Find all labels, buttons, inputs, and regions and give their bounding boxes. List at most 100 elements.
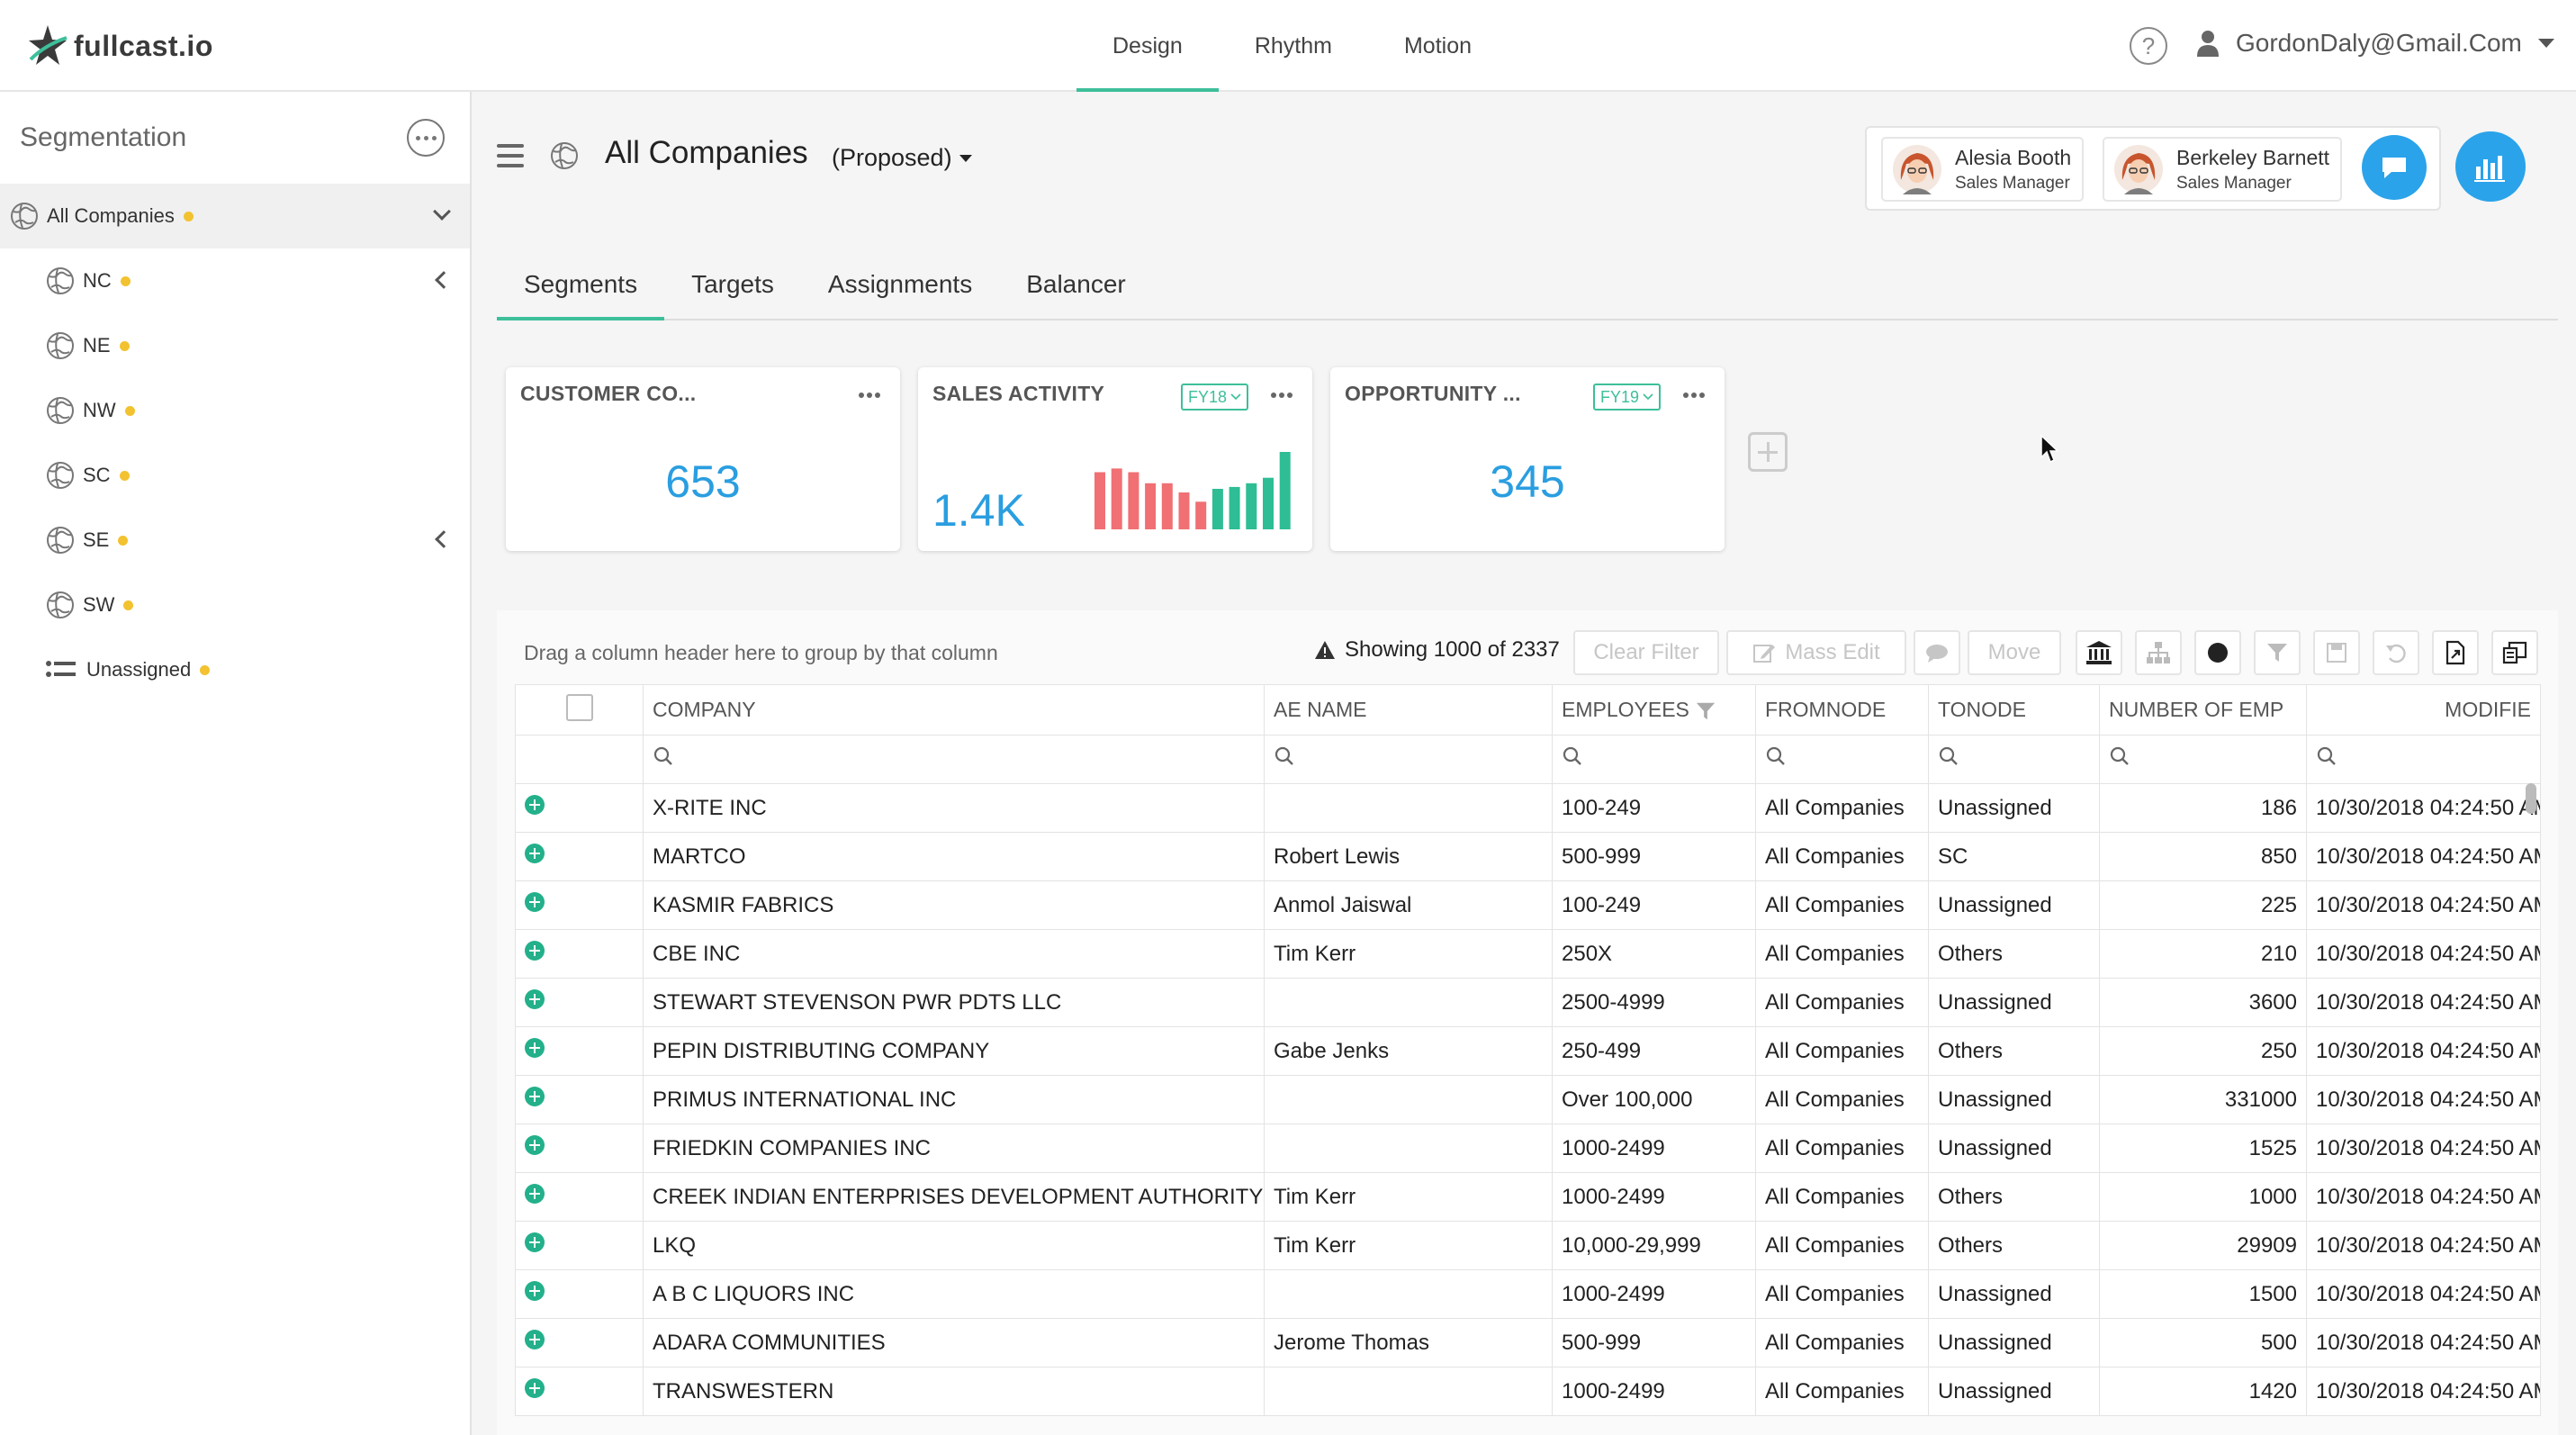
add-circle-icon[interactable] <box>525 1378 545 1398</box>
record-count-text: Showing 1000 of 2337 <box>1345 637 1560 662</box>
number-of-emp-filter[interactable] <box>2099 735 2307 784</box>
add-card-icon[interactable] <box>1748 432 1788 472</box>
chevron-down-icon[interactable] <box>433 203 451 221</box>
undo-button[interactable] <box>2373 630 2419 675</box>
save-button[interactable] <box>2313 630 2360 675</box>
filter-button[interactable] <box>2254 630 2301 675</box>
fiscal-year-dropdown[interactable]: FY18 <box>1181 384 1249 411</box>
sidebar-item-sc[interactable]: SC <box>0 443 470 508</box>
sidebar-item-nw[interactable]: NW <box>0 378 470 443</box>
add-circle-icon[interactable] <box>525 941 545 961</box>
add-circle-icon[interactable] <box>525 892 545 912</box>
table-row[interactable]: ADARA COMMUNITIES Jerome Thomas 500-999 All… <box>515 1318 2541 1367</box>
nav-design[interactable]: Design <box>1076 0 1219 92</box>
table-row[interactable]: A B C LIQUORS INC 1000-2499 All Companies U… <box>515 1269 2541 1319</box>
bank-button[interactable] <box>2076 630 2122 675</box>
comment-button[interactable] <box>1914 630 1960 675</box>
table-row[interactable]: STEWART STEVENSON PWR PDTS LLC 2500-4999 A… <box>515 978 2541 1027</box>
menu-icon[interactable] <box>497 144 524 167</box>
scenario-dropdown[interactable]: (Proposed) <box>832 144 972 172</box>
chevron-left-icon[interactable] <box>435 530 453 548</box>
column-header-number-of-emp[interactable]: NUMBER OF EMP <box>2099 684 2307 736</box>
table-row[interactable]: PEPIN DISTRIBUTING COMPANY Gabe Jenks 250-… <box>515 1026 2541 1076</box>
sidebar-item-nc[interactable]: NC <box>0 248 470 313</box>
column-header-company[interactable]: COMPANY <box>643 684 1265 736</box>
analytics-button[interactable] <box>2455 131 2526 202</box>
sidebar-item-unassigned[interactable]: Unassigned <box>0 637 470 702</box>
fiscal-year-dropdown[interactable]: FY19 <box>1593 384 1662 411</box>
add-circle-icon[interactable] <box>525 989 545 1009</box>
number-of-emp-cell: 1525 <box>2099 1124 2307 1173</box>
filter-icon[interactable] <box>1695 700 1716 722</box>
chevron-left-icon[interactable] <box>435 271 453 289</box>
select-all-cell[interactable] <box>515 684 644 736</box>
table-row[interactable]: X-RITE INC 100-249 All Companies Unassigned… <box>515 783 2541 833</box>
add-circle-icon[interactable] <box>525 1281 545 1301</box>
add-circle-icon[interactable] <box>525 1232 545 1252</box>
clear-filter-button[interactable]: Clear Filter <box>1573 630 1719 675</box>
chat-button[interactable] <box>2362 135 2427 200</box>
more-options-icon[interactable] <box>859 393 880 398</box>
column-header-employees[interactable]: EMPLOYEES <box>1552 684 1756 736</box>
metric-card-customer-count[interactable]: CUSTOMER CO... 653 <box>506 367 900 551</box>
employees-filter[interactable] <box>1552 735 1756 784</box>
collaborator-card[interactable]: Berkeley Barnett Sales Manager <box>2103 137 2343 202</box>
logo-star-icon <box>29 25 68 65</box>
tab-assignments[interactable]: Assignments <box>827 270 973 298</box>
user-email: GordonDaly@Gmail.Com <box>2236 29 2522 57</box>
table-row[interactable]: CBE INC Tim Kerr 250X All Companies Others 21… <box>515 929 2541 979</box>
sidebar-item-se[interactable]: SE <box>0 508 470 573</box>
move-button[interactable]: Move <box>1968 630 2061 675</box>
vertical-scrollbar[interactable] <box>2526 783 2536 814</box>
tab-balancer[interactable]: Balancer <box>1026 270 1126 298</box>
app-logo[interactable]: fullcast.io <box>27 23 213 68</box>
sidebar-item-ne[interactable]: NE <box>0 313 470 378</box>
add-circle-icon[interactable] <box>525 1330 545 1349</box>
nav-motion[interactable]: Motion <box>1403 32 1473 59</box>
add-circle-icon[interactable] <box>525 1087 545 1106</box>
hierarchy-button[interactable] <box>2135 630 2182 675</box>
mass-edit-button[interactable]: Mass Edit <box>1726 630 1906 675</box>
metric-card-sales-activity[interactable]: SALES ACTIVITY FY18 1.4K <box>918 367 1312 551</box>
more-options-icon[interactable] <box>1271 393 1293 398</box>
sidebar-item-sw[interactable]: SW <box>0 573 470 637</box>
modified-filter[interactable] <box>2306 735 2541 784</box>
table-row[interactable]: KASMIR FABRICS Anmol Jaiswal 100-249 All Co… <box>515 880 2541 930</box>
tab-targets[interactable]: Targets <box>691 270 774 298</box>
nav-rhythm[interactable]: Rhythm <box>1254 32 1332 59</box>
fromnode-filter[interactable] <box>1755 735 1929 784</box>
tab-segments[interactable]: Segments <box>497 250 665 320</box>
column-header-ae-name[interactable]: AE NAME <box>1264 684 1553 736</box>
metric-card-opportunity[interactable]: OPPORTUNITY ... FY19 345 <box>1330 367 1725 551</box>
select-all-checkbox[interactable] <box>565 693 593 721</box>
table-row[interactable]: TRANSWESTERN 1000-2499 All Companies Unassi… <box>515 1367 2541 1416</box>
modified-cell: 10/30/2018 04:24:50 AM <box>2306 1124 2541 1173</box>
help-icon[interactable]: ? <box>2130 27 2167 65</box>
add-circle-icon[interactable] <box>525 1038 545 1058</box>
column-header-fromnode[interactable]: FROMNODE <box>1755 684 1929 736</box>
columns-button[interactable] <box>2491 630 2538 675</box>
status-dot <box>118 535 129 546</box>
more-options-icon[interactable] <box>1683 393 1705 398</box>
column-header-modified[interactable]: MODIFIE <box>2306 684 2541 736</box>
table-row[interactable]: CREEK INDIAN ENTERPRISES DEVELOPMENT AUT… <box>515 1172 2541 1222</box>
more-options-icon[interactable] <box>407 119 445 157</box>
table-row[interactable]: FRIEDKIN COMPANIES INC 1000-2499 All Compa… <box>515 1124 2541 1173</box>
export-button[interactable] <box>2432 630 2479 675</box>
collaborator-card[interactable]: Alesia Booth Sales Manager <box>1881 137 2085 202</box>
add-circle-icon[interactable] <box>525 795 545 815</box>
user-menu[interactable]: GordonDaly@Gmail.Com <box>2196 29 2554 58</box>
fromnode-cell: All Companies <box>1755 1026 1929 1076</box>
table-row[interactable]: LKQ Tim Kerr 10,000-29,999 All Companies Oth… <box>515 1221 2541 1270</box>
record-button[interactable] <box>2194 630 2241 675</box>
table-row[interactable]: MARTCO Robert Lewis 500-999 All Companies SC… <box>515 832 2541 881</box>
tonode-filter[interactable] <box>1928 735 2100 784</box>
column-header-tonode[interactable]: TONODE <box>1928 684 2100 736</box>
table-row[interactable]: PRIMUS INTERNATIONAL INC Over 100,000 All … <box>515 1075 2541 1124</box>
sidebar-item-all-companies[interactable]: All Companies <box>0 184 470 248</box>
company-filter[interactable] <box>643 735 1265 784</box>
ae-name-filter[interactable] <box>1264 735 1553 784</box>
add-circle-icon[interactable] <box>525 1135 545 1155</box>
add-circle-icon[interactable] <box>525 844 545 863</box>
add-circle-icon[interactable] <box>525 1184 545 1204</box>
